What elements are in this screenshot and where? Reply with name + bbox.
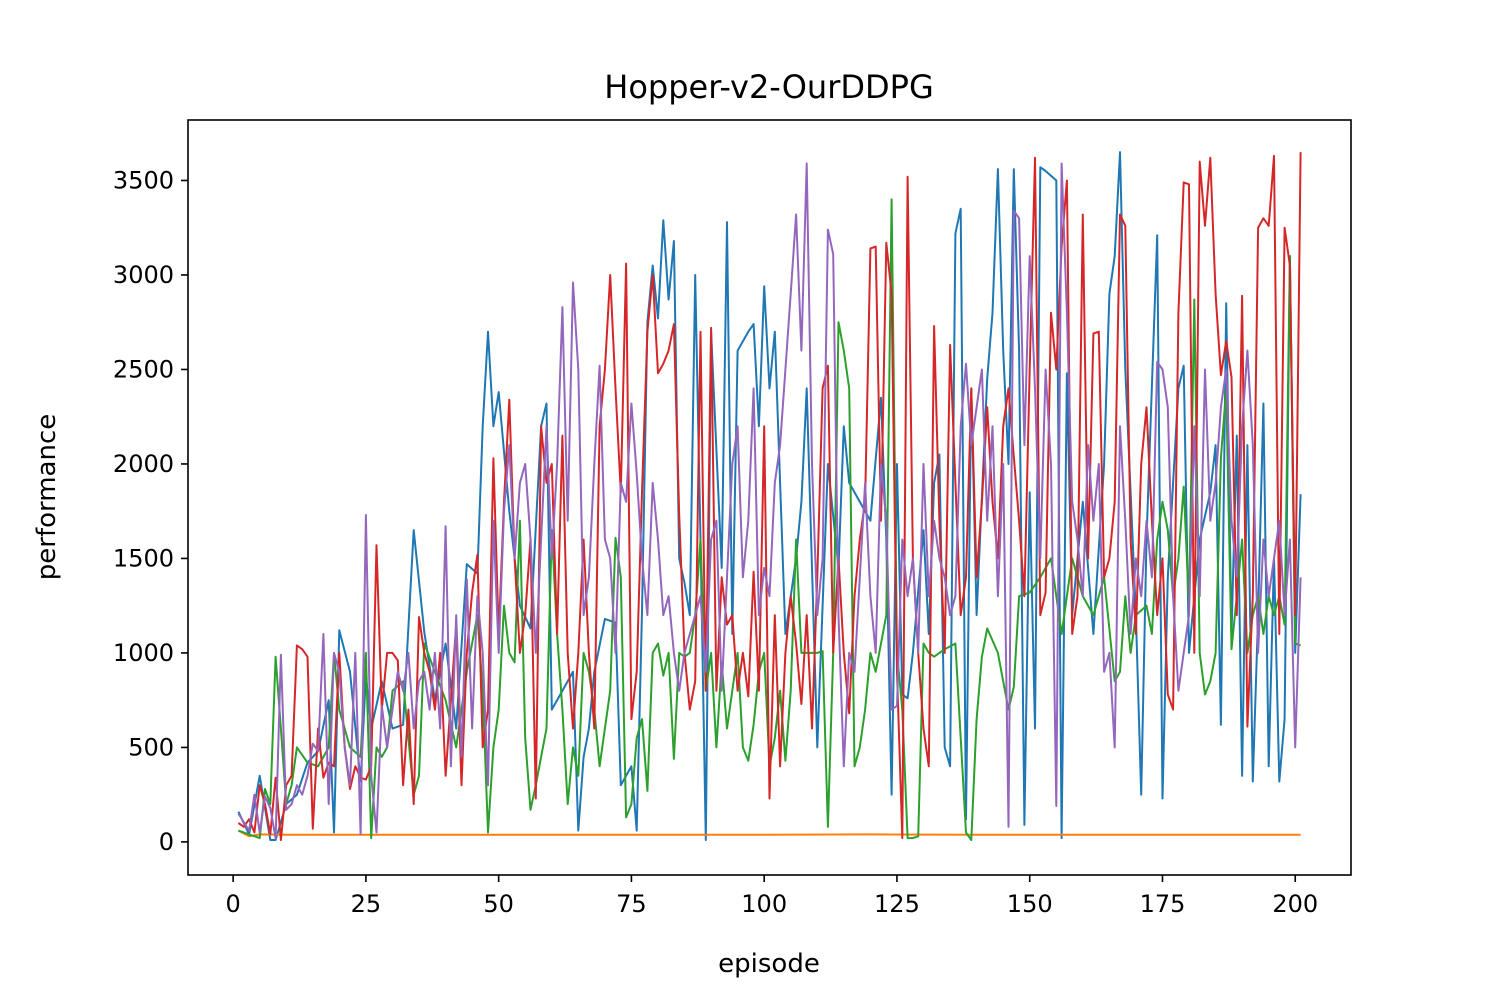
x-tick-label: 0 [225,890,240,918]
y-tick-label: 500 [128,733,174,761]
y-tick-label: 2500 [113,355,174,383]
x-tick-label: 75 [616,890,647,918]
chart-title: Hopper-v2-OurDDPG [604,68,933,106]
series-line-2 [237,829,1301,838]
y-tick-label: 0 [159,828,174,856]
series-line-3 [238,198,1301,841]
y-axis-title: performance [32,414,62,581]
y-tick-label: 3500 [113,166,174,194]
y-tick-label: 1000 [113,639,174,667]
x-tick-label: 125 [874,890,920,918]
x-axis-title: episode [718,949,820,979]
series-line-4 [237,152,1302,841]
series-line-5 [237,162,1302,840]
x-tick-label: 175 [1140,890,1186,918]
y-tick-label: 1500 [113,544,174,572]
y-tick-label: 3000 [113,261,174,289]
y-tick-label: 2000 [113,450,174,478]
x-tick-label: 150 [1007,890,1053,918]
x-tick-label: 50 [483,890,514,918]
y-axis: 0 500 1000 1500 2000 2500 3000 3500 [113,166,188,856]
x-axis: 0 25 50 75 100 125 150 175 200 [225,875,1318,918]
plot-frame [187,119,1352,876]
x-tick-label: 100 [741,890,787,918]
x-tick-label: 25 [351,890,382,918]
series-layer [237,151,1302,841]
x-tick-label: 200 [1272,890,1318,918]
